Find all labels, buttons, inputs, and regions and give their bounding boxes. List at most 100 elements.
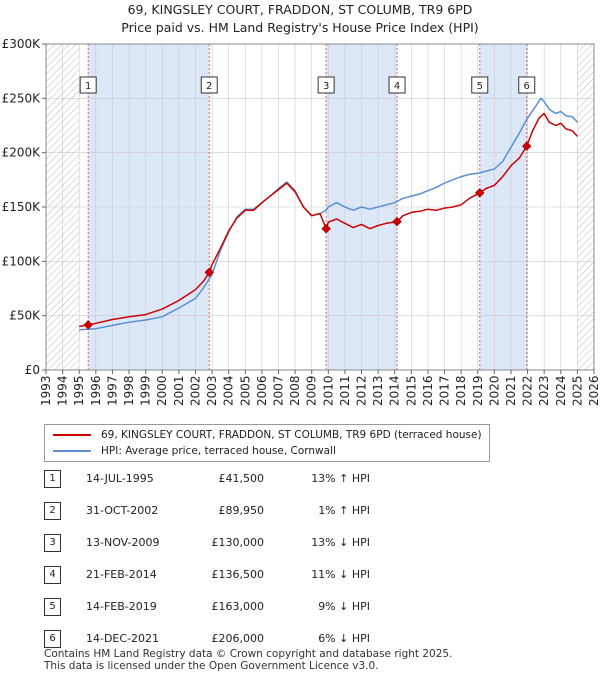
legend-swatch-hpi: [53, 450, 91, 452]
table-row: 2 31-OCT-2002 £89,950 1% ↑ HPI: [44, 502, 384, 522]
y-tick-label: £50K: [9, 309, 41, 323]
chart-title-address: 69, KINGSLEY COURT, FRADDON, ST COLUMB, …: [127, 2, 473, 17]
sale-number-badge: 5: [44, 598, 61, 616]
sale-hpi-diff: 9% ↓ HPI: [318, 600, 370, 613]
sale-label-number: 6: [524, 81, 530, 92]
sale-point: [392, 216, 402, 227]
x-tick-label: 2019: [471, 375, 485, 406]
sale-hpi-diff: 1% ↑ HPI: [318, 504, 370, 517]
sale-price: £89,950: [218, 504, 265, 517]
x-tick-label: 2003: [205, 375, 219, 406]
x-tick-label: 1997: [105, 375, 119, 406]
sale-number-badge: 4: [44, 566, 61, 584]
sale-label-box: [471, 76, 489, 94]
table-row: 3 13-NOV-2009 £130,000 13% ↓ HPI: [44, 534, 384, 554]
legend-item-hpi: HPI: Average price, terraced house, Corn…: [53, 443, 336, 459]
y-tick-label: £100K: [2, 254, 42, 268]
x-tick-label: 2021: [504, 375, 518, 406]
sale-price: £163,000: [211, 600, 265, 613]
sale-price: £130,000: [211, 536, 265, 549]
sale-label-box: [317, 76, 335, 94]
x-tick-label: 2018: [454, 375, 468, 406]
x-tick-label: 1995: [72, 375, 86, 406]
table-row: 4 21-FEB-2014 £136,500 11% ↓ HPI: [44, 566, 384, 586]
sale-date: 14-JUL-1995: [86, 472, 154, 485]
sale-label-box: [388, 76, 406, 94]
x-tick-label: 1996: [89, 375, 103, 406]
footer-line-copyright: Contains HM Land Registry data © Crown c…: [44, 648, 453, 660]
legend-swatch-price-paid: [53, 434, 91, 436]
sale-label-number: 2: [206, 81, 212, 92]
sale-number-badge: 1: [44, 470, 61, 488]
price-chart: 1 2 3 4 5 6 £0 £50K £100K £150K £200K £250K £300K 19…: [2, 37, 600, 406]
x-tick-label: 2014: [388, 375, 402, 406]
sale-label-number: 1: [85, 81, 91, 92]
sale-date: 14-DEC-2021: [86, 632, 160, 645]
x-tick-label: 2006: [255, 375, 269, 406]
x-tick-label: 1993: [39, 375, 53, 406]
x-tick-label: 2001: [172, 375, 186, 406]
x-tick-label: 2015: [404, 375, 418, 406]
sale-date: 31-OCT-2002: [86, 504, 159, 517]
sale-point: [204, 267, 215, 278]
sale-date: 13-NOV-2009: [86, 536, 160, 549]
y-tick-label: £0: [25, 363, 40, 377]
x-tick-label: 2002: [188, 375, 202, 406]
legend-item-price-paid: 69, KINGSLEY COURT, FRADDON, ST COLUMB, …: [53, 427, 482, 443]
y-tick-label: £250K: [2, 91, 42, 105]
footer-attribution: Contains HM Land Registry data © Crown c…: [44, 648, 452, 672]
y-tick-label: £300K: [2, 37, 42, 51]
table-row: 5 14-FEB-2019 £163,000 9% ↓ HPI: [44, 598, 384, 618]
x-tick-label: 1999: [139, 375, 153, 406]
x-tick-label: 2004: [222, 375, 236, 406]
sale-point: [474, 188, 485, 198]
footer-line-licence: This data is licensed under the Open Gov…: [44, 660, 379, 672]
x-tick-label: 2009: [305, 375, 319, 406]
sale-label-box: [200, 76, 218, 94]
sale-hpi-diff: 13% ↑ HPI: [311, 472, 370, 485]
sale-price: £206,000: [211, 632, 265, 645]
y-tick-label: £150K: [2, 200, 42, 214]
table-row: 6 14-DEC-2021 £206,000 6% ↓ HPI: [44, 630, 384, 650]
x-tick-label: 2024: [554, 375, 568, 406]
x-tick-label: 2017: [438, 375, 452, 406]
sale-point: [83, 320, 94, 330]
sale-date: 21-FEB-2014: [86, 568, 157, 581]
hpi-line: [79, 97, 578, 331]
sale-point: [521, 141, 532, 152]
x-tick-label: 2012: [355, 375, 369, 406]
sale-point: [321, 223, 331, 234]
x-tick-label: 2005: [238, 375, 252, 406]
table-row: 1 14-JUL-1995 £41,500 13% ↑ HPI: [44, 470, 384, 490]
x-tick-label: 1998: [122, 375, 136, 406]
sale-number-badge: 6: [44, 630, 61, 648]
sale-price: £136,500: [211, 568, 265, 581]
x-tick-label: 2026: [587, 375, 600, 406]
sale-number-badge: 3: [44, 534, 61, 552]
x-tick-label: 2023: [537, 375, 551, 406]
y-tick-label: £200K: [2, 146, 42, 160]
x-tick-label: 2007: [271, 375, 285, 406]
x-tick-label: 2000: [155, 375, 169, 406]
x-tick-label: 2022: [521, 375, 535, 406]
x-tick-label: 2010: [321, 375, 335, 406]
legend-label-hpi: HPI: Average price, terraced house, Corn…: [101, 445, 336, 457]
sale-label-number: 4: [394, 81, 400, 92]
sale-hpi-diff: 13% ↓ HPI: [311, 536, 370, 549]
x-tick-label: 2016: [421, 375, 435, 406]
sale-label-number: 5: [477, 81, 483, 92]
sale-label-number: 3: [323, 81, 329, 92]
x-tick-label: 2011: [338, 375, 352, 406]
x-tick-label: 2020: [487, 375, 501, 406]
x-tick-label: 1994: [56, 375, 70, 406]
x-tick-label: 2025: [570, 375, 584, 406]
legend-label-price-paid: 69, KINGSLEY COURT, FRADDON, ST COLUMB, …: [101, 429, 482, 441]
x-tick-label: 2008: [288, 375, 302, 406]
chart-legend: 69, KINGSLEY COURT, FRADDON, ST COLUMB, …: [44, 424, 490, 462]
sale-hpi-diff: 6% ↓ HPI: [318, 632, 370, 645]
sale-price: £41,500: [218, 472, 265, 485]
sale-hpi-diff: 11% ↓ HPI: [311, 568, 370, 581]
chart-subtitle: Price paid vs. HM Land Registry's House …: [121, 20, 479, 35]
sale-label-box: [518, 76, 536, 94]
x-tick-label: 2013: [371, 375, 385, 406]
